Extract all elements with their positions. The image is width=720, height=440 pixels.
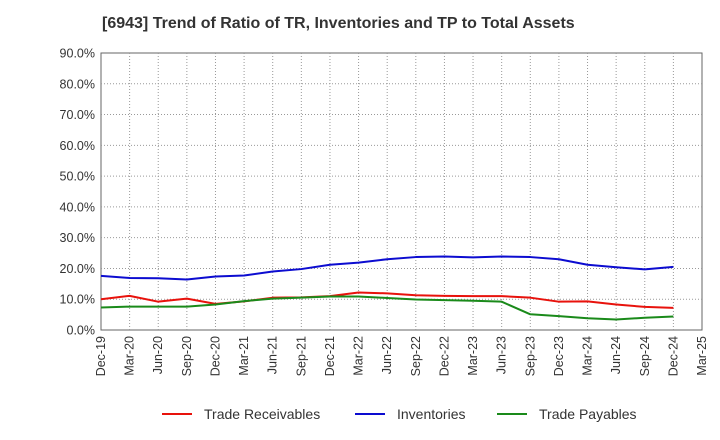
legend-label: Trade Payables: [539, 406, 637, 422]
series-layer: [100, 255, 674, 321]
y-tick-label: 30.0%: [60, 231, 95, 245]
x-tick-label: Dec-24: [666, 336, 680, 376]
x-tick-label: Dec-22: [437, 336, 451, 376]
x-tick-label: Dec-23: [552, 336, 566, 376]
y-tick-label: 50.0%: [60, 170, 95, 184]
plot-area: [100, 52, 703, 331]
y-tick-label: 90.0%: [60, 47, 95, 61]
legend-item-inventories: Inventories: [355, 406, 465, 422]
grid-layer: [100, 52, 703, 331]
x-tick-label: Mar-24: [581, 336, 595, 376]
x-tick-label: Jun-20: [151, 336, 165, 374]
y-tick-label: 70.0%: [60, 108, 95, 122]
y-tick-label: 20.0%: [60, 262, 95, 276]
series-line-trade-payables: [100, 295, 674, 321]
axis-layer: 0.0% 10.0% 20.0% 30.0% 40.0% 50.0% 60.0% 70.0% 8…: [60, 47, 709, 377]
x-tick-label: Sep-23: [523, 336, 537, 376]
x-tick-label: Dec-20: [208, 336, 222, 376]
x-tick-label: Sep-20: [180, 336, 194, 376]
y-tick-label: 10.0%: [60, 293, 95, 307]
x-tick-label: Dec-21: [323, 336, 337, 376]
legend-item-trade-receivables: Trade Receivables: [162, 406, 320, 422]
series-line-trade-receivables: [100, 291, 674, 309]
legend-item-trade-payables: Trade Payables: [497, 406, 637, 422]
x-tick-label: Jun-23: [495, 336, 509, 374]
x-tick-label: Jun-22: [380, 336, 394, 374]
y-tick-label: 80.0%: [60, 77, 95, 91]
y-tick-label: 0.0%: [67, 324, 96, 338]
x-tick-label: Jun-24: [609, 336, 623, 374]
series-line-inventories: [100, 255, 674, 281]
legend-label: Inventories: [397, 406, 465, 422]
x-tick-label: Sep-24: [638, 336, 652, 376]
x-tick-label: Mar-25: [695, 336, 709, 376]
legend-label: Trade Receivables: [204, 406, 320, 422]
chart-title: [6943] Trend of Ratio of TR, Inventories…: [102, 15, 575, 32]
x-tick-label: Dec-19: [94, 336, 108, 376]
x-tick-label: Mar-23: [466, 336, 480, 376]
x-tick-label: Mar-20: [123, 336, 137, 376]
x-tick-label: Sep-22: [409, 336, 423, 376]
x-tick-label: Jun-21: [266, 336, 280, 374]
x-tick-label: Sep-21: [294, 336, 308, 376]
y-tick-label: 60.0%: [60, 139, 95, 153]
y-tick-label: 40.0%: [60, 200, 95, 214]
x-tick-label: Mar-22: [352, 336, 366, 376]
x-tick-label: Mar-21: [237, 336, 251, 376]
legend: Trade Receivables Inventories Trade Payabl…: [162, 406, 637, 422]
